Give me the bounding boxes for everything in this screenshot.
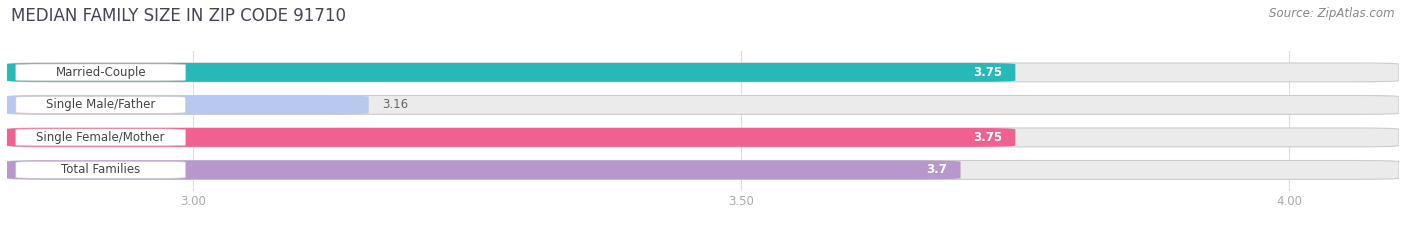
FancyBboxPatch shape (7, 161, 960, 179)
Text: Single Female/Mother: Single Female/Mother (37, 131, 165, 144)
FancyBboxPatch shape (7, 63, 1015, 82)
Text: Single Male/Father: Single Male/Father (46, 98, 156, 111)
FancyBboxPatch shape (7, 96, 1399, 114)
FancyBboxPatch shape (15, 161, 186, 178)
FancyBboxPatch shape (15, 64, 186, 81)
Text: 3.7: 3.7 (927, 163, 948, 176)
Text: Total Families: Total Families (60, 163, 141, 176)
Text: 3.75: 3.75 (973, 131, 1002, 144)
FancyBboxPatch shape (7, 63, 1399, 82)
Text: Source: ZipAtlas.com: Source: ZipAtlas.com (1270, 7, 1395, 20)
Text: Married-Couple: Married-Couple (55, 66, 146, 79)
Text: MEDIAN FAMILY SIZE IN ZIP CODE 91710: MEDIAN FAMILY SIZE IN ZIP CODE 91710 (11, 7, 346, 25)
FancyBboxPatch shape (7, 128, 1015, 147)
FancyBboxPatch shape (15, 96, 186, 113)
FancyBboxPatch shape (7, 128, 1399, 147)
FancyBboxPatch shape (15, 129, 186, 146)
Text: 3.16: 3.16 (382, 98, 408, 111)
FancyBboxPatch shape (7, 161, 1399, 179)
Text: 3.75: 3.75 (973, 66, 1002, 79)
FancyBboxPatch shape (7, 96, 368, 114)
